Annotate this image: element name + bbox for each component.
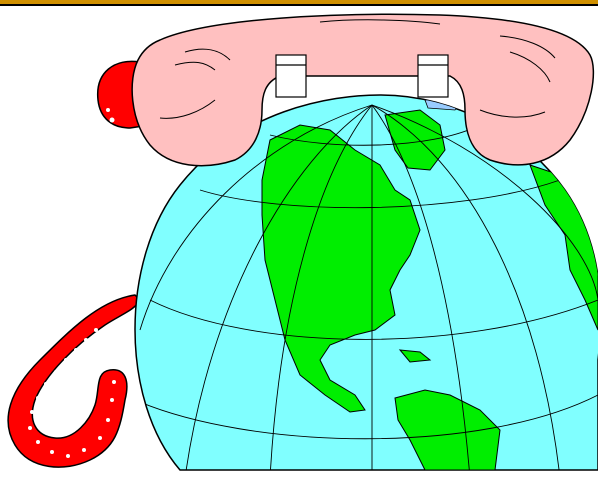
- globe-grid-lines: [135, 104, 598, 470]
- cradle-prongs: [275, 54, 449, 98]
- top-black-rule: [0, 4, 598, 6]
- polar-ice: [424, 99, 461, 111]
- globe-icon: [134, 94, 598, 471]
- south-america-landmass: [394, 389, 501, 470]
- coiled-cord-icon: [7, 60, 151, 468]
- caribbean-island: [398, 349, 432, 363]
- greenland-landmass: [384, 109, 446, 171]
- north-america-landmass: [261, 124, 421, 413]
- cord-coil-highlights: [28, 108, 116, 458]
- top-orange-rule: [0, 0, 598, 4]
- telephone-handset-icon: [131, 13, 595, 167]
